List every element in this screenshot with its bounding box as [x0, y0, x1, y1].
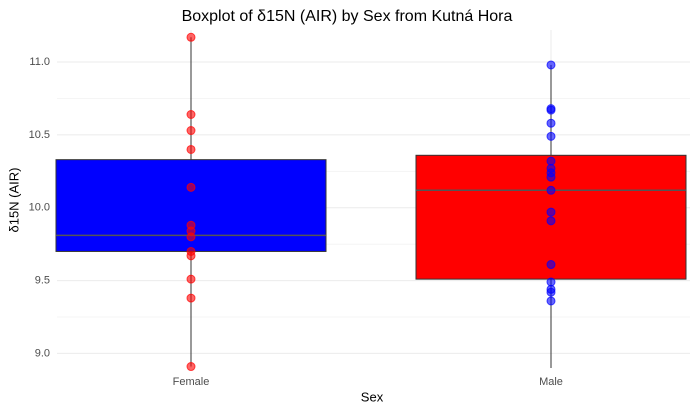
- point: [546, 216, 556, 226]
- point: [186, 110, 196, 119]
- y-tick-label: 10.0: [29, 202, 50, 214]
- point: [546, 185, 556, 195]
- y-axis-title: δ15N (AIR): [6, 167, 21, 232]
- x-tick-label: Male: [539, 376, 563, 388]
- point: [186, 232, 196, 242]
- chart-title: Boxplot of δ15N (AIR) by Sex from Kutná …: [182, 8, 513, 25]
- y-tick-label: 9.0: [35, 347, 50, 359]
- point: [186, 362, 196, 372]
- point: [186, 274, 196, 284]
- point: [186, 293, 196, 303]
- y-tick-label: 9.5: [35, 274, 50, 286]
- point: [546, 131, 556, 141]
- point: [546, 287, 556, 297]
- x-axis-title: Sex: [361, 389, 384, 404]
- point: [546, 172, 556, 182]
- point: [546, 105, 556, 115]
- point: [186, 251, 196, 261]
- y-tick-label: 10.5: [29, 129, 50, 141]
- y-tick-label: 11.0: [29, 56, 50, 68]
- x-tick-label: Female: [173, 376, 210, 388]
- point: [186, 126, 196, 136]
- point: [546, 260, 556, 270]
- point: [186, 182, 196, 192]
- point: [546, 60, 556, 70]
- point: [546, 207, 556, 217]
- point: [546, 118, 556, 128]
- point: [186, 144, 196, 154]
- point: [546, 296, 556, 306]
- point: [186, 32, 196, 42]
